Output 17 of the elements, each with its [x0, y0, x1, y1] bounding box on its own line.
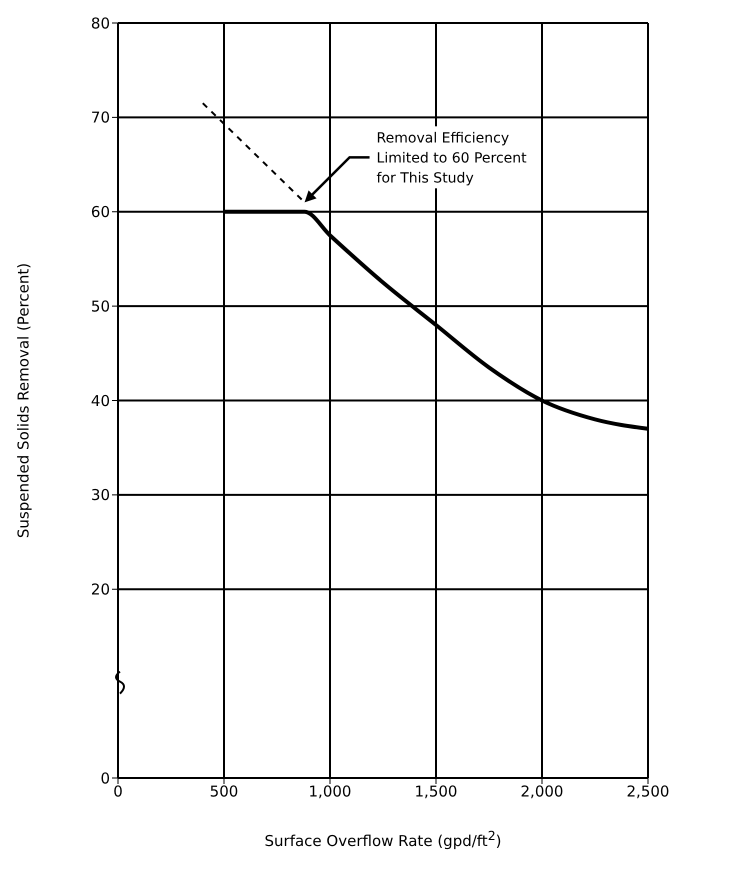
x-tick-label: 1,000 — [308, 782, 352, 801]
y-tick-label: 30 — [90, 486, 110, 504]
y-tick-label: 70 — [90, 108, 110, 127]
x-tick-label: 2,000 — [520, 782, 564, 801]
y-tick-label: 50 — [90, 297, 110, 316]
y-axis-title: Suspended Solids Removal (Percent) — [14, 262, 32, 538]
y-tick-label: 60 — [90, 203, 110, 222]
annotation: Removal Efficiency Limited to 60 Percent for This Study — [376, 130, 528, 186]
x-tick-label: 1,500 — [414, 782, 458, 801]
x-axis-title: Surface Overflow Rate (gpd/ft$^{2}$) — [264, 828, 502, 850]
x-tick-label: 2,500 — [626, 782, 670, 801]
x-tick-label: 0 — [113, 782, 123, 801]
y-tick-label: 20 — [90, 580, 110, 599]
y-tick-label: 40 — [90, 392, 110, 410]
y-tick-label: 0 — [100, 769, 110, 788]
x-tick-label: 500 — [210, 782, 238, 801]
y-tick-label: 80 — [90, 14, 110, 32]
